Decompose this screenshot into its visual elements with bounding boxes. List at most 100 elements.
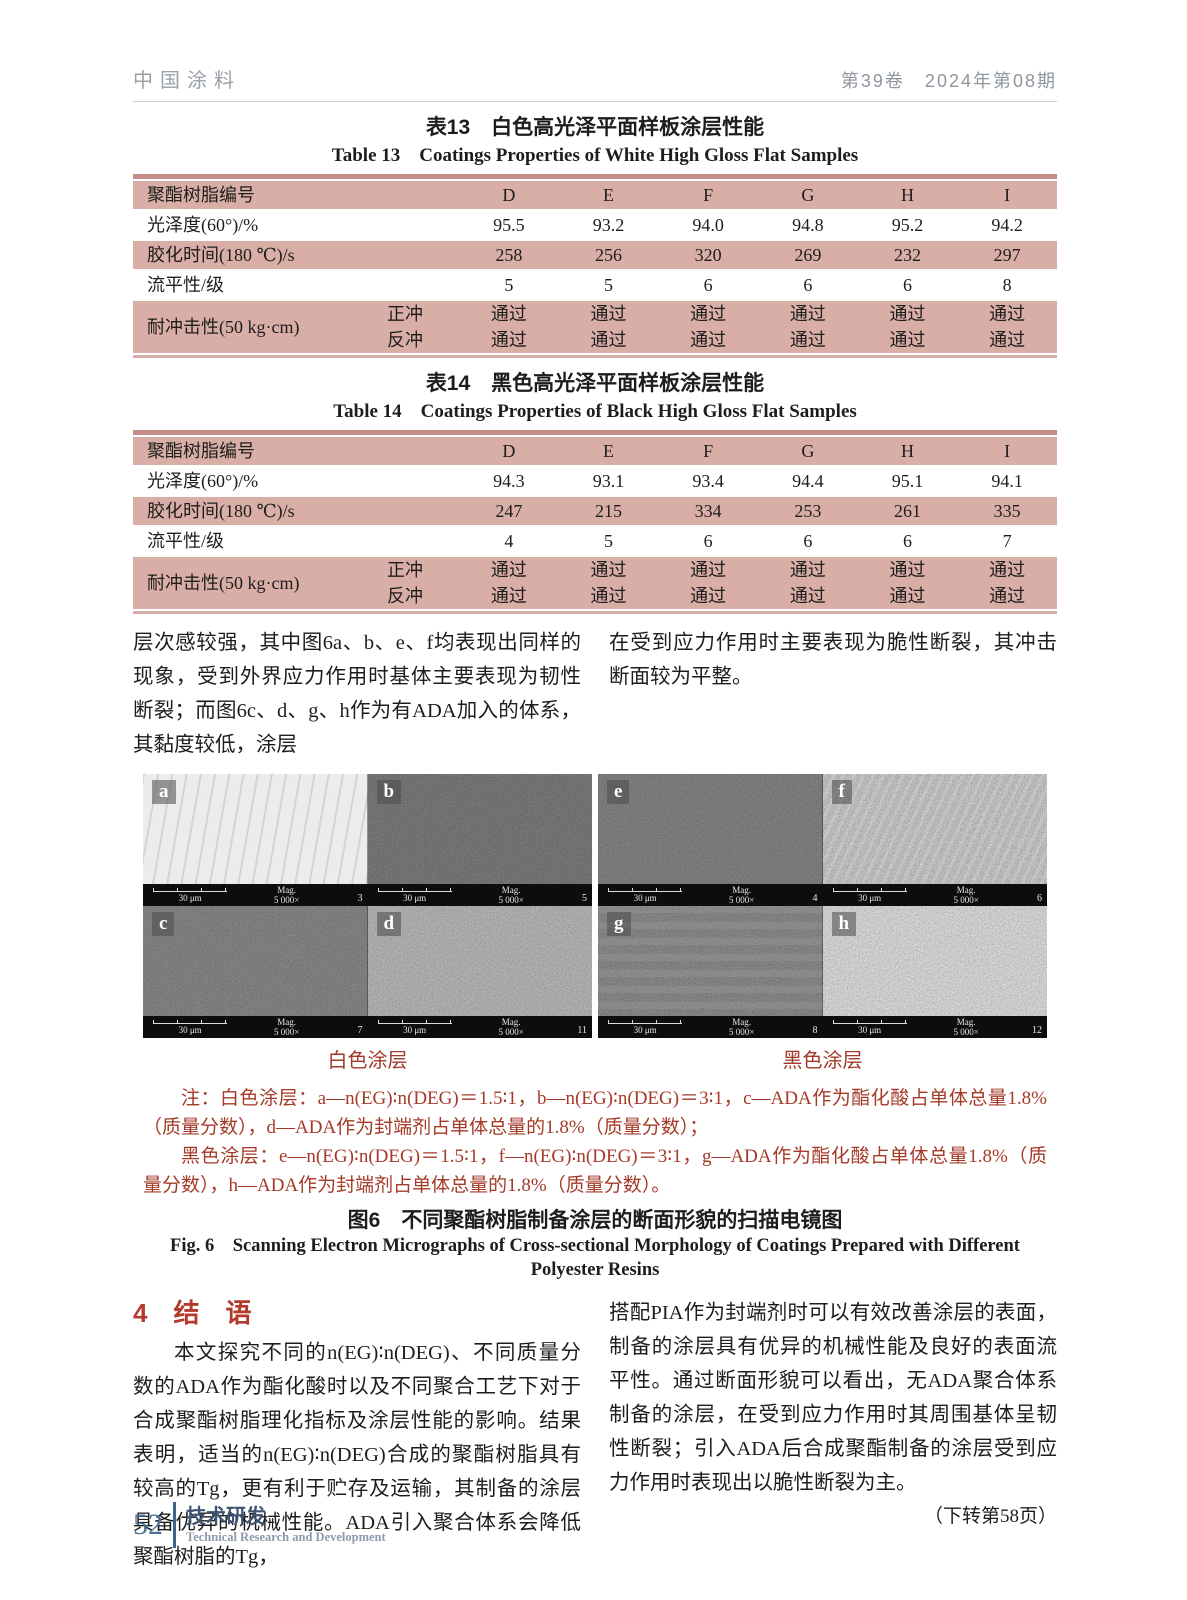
sem-panel-h: h 30 μm Mag. 5 000× 12 (822, 906, 1047, 1038)
table-column-header: D (502, 185, 516, 205)
table-header-label: 聚酯树脂编号 (147, 441, 255, 461)
conclusion-paragraph-left: 本文探究不同的n(EG)∶n(DEG)、不同质量分数的ADA作为酯化酸时以及不同… (133, 1342, 581, 1568)
figure-caption-en: Fig. 6 Scanning Electron Micrographs of … (170, 1236, 1020, 1280)
table-cell: 258 (495, 245, 523, 265)
sem-panel-b: b 30 μm Mag. 5 000× 5 (367, 774, 592, 906)
table-cell: 通过 (889, 330, 926, 350)
table-cell: 通过 (789, 304, 826, 324)
table-row: 光泽度(60°)/% 95.5 93.2 94.0 94.8 95.2 94.2 (133, 211, 1057, 239)
table-cell: 93.2 (592, 215, 625, 235)
table13-section: 表13 白色高光泽平面样板涂层性能 Table 13 Coatings Prop… (133, 114, 1057, 358)
table-cell: 6 (902, 531, 912, 551)
continuation-note: （下转第58页） (923, 1506, 1057, 1527)
scale-label: 30 μm (633, 892, 657, 903)
table-cell: 95.2 (891, 215, 924, 235)
table-row: 胶化时间(180 ℃)/s 247 215 334 253 261 335 (133, 497, 1057, 525)
scale-label: 30 μm (178, 1024, 202, 1035)
table-cell: 通过 (690, 586, 727, 606)
table-cell: 232 (893, 245, 921, 265)
sem-micrograph-image (367, 906, 592, 1016)
table-cell: 7 (1002, 531, 1012, 551)
mag-value: 5 000× (729, 895, 755, 905)
table-row: 流平性/级 4 5 6 6 6 7 (133, 527, 1057, 555)
frame-number: 12 (1031, 1025, 1042, 1036)
sem-micrograph-image (598, 906, 823, 1016)
panel-letter-label: h (831, 912, 857, 936)
table-cell: 94.8 (792, 215, 824, 235)
table-cell: 93.1 (592, 471, 625, 491)
panel-letter-label: g (607, 912, 631, 936)
table-cell: 247 (495, 501, 523, 521)
conclusion-heading: 4 结 语 (133, 1298, 252, 1328)
table-cell: 通过 (490, 586, 527, 606)
figure-note-white: 注：白色涂层：a—n(EG)∶n(DEG)＝1.5∶1，b—n(EG)∶n(DE… (143, 1088, 1047, 1138)
table-cell: 6 (803, 531, 813, 551)
table-column-header: H (900, 185, 914, 205)
mag-value: 5 000× (274, 1027, 300, 1037)
table-column-header: E (602, 185, 614, 205)
scale-bar: 30 μm (823, 1016, 917, 1038)
scale-bar-line (832, 1019, 907, 1024)
table13: 聚酯树脂编号 D E F G H I 光泽度(60°)/% 95.5 93.2 94.0 94.8 95… (133, 174, 1057, 358)
table-column-header: E (602, 441, 614, 461)
scale-bar: 30 μm (598, 884, 692, 906)
mag-text: Mag. (956, 1017, 976, 1027)
frame-number: 4 (812, 893, 818, 904)
scale-bar-strip: 30 μm Mag. 5 000× 4 (598, 884, 823, 906)
magnification-label: Mag. 5 000× (237, 1016, 336, 1038)
table-cell: 94.0 (692, 215, 724, 235)
table13-title-zh: 表13 白色高光泽平面样板涂层性能 (425, 116, 765, 139)
mag-text: Mag. (277, 885, 297, 895)
frame-number: 6 (1036, 893, 1042, 904)
table-cell: 4 (504, 531, 514, 551)
sem-group: a 30 μm Mag. 5 000× 3 b 30 μm Mag. 5 000× 5 c 30 μm… (143, 774, 592, 1074)
journal-name: 中国涂料 (133, 70, 241, 92)
scale-bar-line (377, 887, 452, 892)
table-cell: 334 (694, 501, 722, 521)
table-cell: 256 (594, 245, 622, 265)
table-subrow-label: 正冲 (387, 304, 423, 324)
panel-letter-label: b (376, 780, 402, 804)
table-cell: 94.4 (792, 471, 824, 491)
table-cell: 269 (794, 245, 822, 265)
scale-bar-line (377, 1019, 452, 1024)
panel-letter-label: d (376, 912, 402, 936)
scale-bar: 30 μm (598, 1016, 692, 1038)
page-footer: 52 技术研发 Technical Research and Developme… (133, 1502, 386, 1548)
sem-panel-c: c 30 μm Mag. 5 000× 7 (143, 906, 368, 1038)
magnification-label: Mag. 5 000× (462, 884, 561, 906)
footer-section-en: Technical Research and Development (186, 1530, 386, 1544)
scale-bar-line (832, 887, 907, 892)
table-row: 耐冲击性(50 kg·cm) 正冲 通过 通过 通过 通过 通过 通过 反冲 通过 通过 通过 通过 通过… (133, 557, 1057, 609)
scale-bar: 30 μm (143, 1016, 237, 1038)
magnification-label: Mag. 5 000× (462, 1016, 561, 1038)
sem-micrograph-image (143, 774, 368, 884)
table-cell: 通过 (490, 330, 527, 350)
table-cell: 通过 (989, 304, 1026, 324)
table-column-header: G (801, 441, 815, 461)
body-text-right-column: 在受到应力作用时主要表现为脆性断裂，其冲击断面较为平整。 (609, 632, 1057, 688)
table-cell: 通过 (889, 586, 926, 606)
table-cell: 93.4 (692, 471, 724, 491)
frame-number: 3 (357, 893, 363, 904)
table-cell: 通过 (789, 330, 826, 350)
scale-bar-strip: 30 μm Mag. 5 000× 7 (143, 1016, 368, 1038)
page-number: 52 (133, 1508, 163, 1541)
table-cell: 6 (703, 275, 713, 295)
scale-bar-line (153, 887, 228, 892)
table-cell: 通过 (889, 304, 926, 324)
table-cell: 95.5 (493, 215, 525, 235)
table-cell: 通过 (690, 330, 727, 350)
table-row-label: 光泽度(60°)/% (147, 471, 259, 491)
panel-letter-label: e (607, 780, 630, 804)
mag-value: 5 000× (274, 895, 300, 905)
mag-value: 5 000× (953, 1027, 979, 1037)
table-cell: 通过 (989, 560, 1026, 580)
table-column-header: I (1004, 441, 1011, 461)
table-cell: 通过 (590, 330, 627, 350)
figure-note: 注：白色涂层：a—n(EG)∶n(DEG)＝1.5∶1，b—n(EG)∶n(DE… (143, 1084, 1047, 1200)
table-row-label: 胶化时间(180 ℃)/s (147, 245, 295, 265)
table-column-header: H (900, 441, 914, 461)
scale-bar: 30 μm (823, 884, 917, 906)
panel-letter-label: f (831, 780, 852, 804)
